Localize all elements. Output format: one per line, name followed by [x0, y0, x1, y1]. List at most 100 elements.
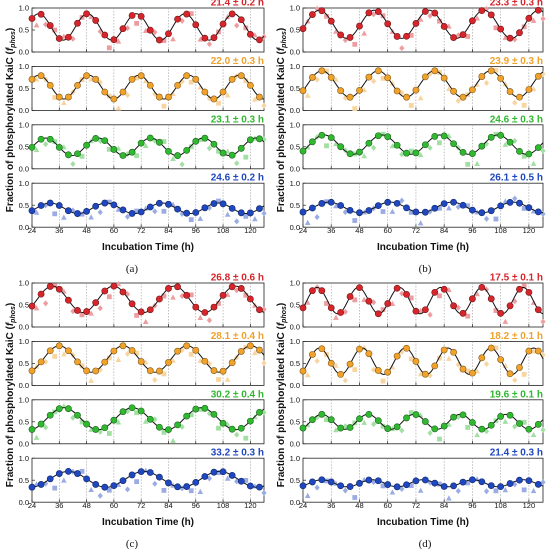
period-label: 24.6 ± 0.3 h — [490, 114, 543, 125]
replicate-point — [352, 297, 358, 303]
mean-point — [237, 424, 245, 432]
x-axis: 24 36 48 60 72 84 96 108 120 — [299, 226, 535, 235]
mean-point — [37, 358, 45, 366]
y-tick-label: 0.5 — [290, 26, 300, 35]
replicate-point — [408, 103, 414, 108]
mean-point — [421, 306, 429, 314]
replicate-point — [324, 199, 329, 205]
y-tick-label: 1.0 — [290, 395, 300, 404]
mean-point — [478, 73, 486, 80]
replicate-point — [380, 209, 386, 214]
replicate-point — [408, 32, 414, 38]
mean-point — [210, 95, 218, 103]
replicate-point — [530, 431, 537, 438]
replicate-point — [502, 141, 509, 147]
mean-point — [64, 207, 72, 215]
replicate-point — [115, 105, 122, 111]
replicate-point — [124, 92, 131, 99]
panel-4: 0.0 0.5 1.0 17.5 ± 0.1 h 0.0 0.5 1.0 18.2 ± 0.1… — [276, 273, 546, 550]
replicate-point — [324, 68, 329, 74]
replicate-point — [224, 376, 231, 382]
x-tick-label: 96 — [192, 501, 200, 510]
replicate-point — [408, 210, 414, 215]
mean-point — [256, 93, 263, 101]
x-tick-label: 36 — [327, 226, 335, 235]
y-tick-label: 0.0 — [290, 106, 300, 115]
replicate-point — [33, 22, 40, 28]
replicate-point — [304, 492, 311, 498]
replicate-point — [97, 492, 103, 499]
replicate-point — [106, 294, 112, 300]
replicate-point — [408, 356, 414, 362]
mean-point — [28, 302, 36, 310]
mean-point — [431, 9, 439, 17]
mean-point — [534, 420, 542, 428]
mean-point — [101, 137, 109, 144]
mean-point — [421, 8, 429, 15]
x-tick-label: 108 — [217, 501, 230, 510]
mean-point — [440, 483, 448, 490]
replicate-point — [161, 293, 167, 299]
mean-point — [119, 408, 127, 416]
mean-point — [37, 290, 45, 298]
replicate-point — [188, 292, 194, 298]
mean-point — [459, 478, 467, 486]
mean-point — [450, 87, 457, 95]
replicate-point — [61, 214, 67, 220]
x-tick-label: 72 — [137, 226, 145, 235]
replicate-point — [342, 423, 348, 430]
mean-point — [119, 477, 127, 485]
mean-point — [337, 424, 345, 432]
mean-point — [412, 477, 420, 485]
mean-point — [46, 347, 54, 355]
mean-point — [299, 424, 307, 432]
replicate-point — [134, 410, 140, 416]
plot-frame — [31, 66, 265, 111]
replicate-point — [540, 15, 546, 22]
mean-point — [119, 206, 127, 214]
x-axis-label: Incubation Time (h) — [102, 242, 194, 253]
mean-point — [403, 414, 410, 422]
replicate-point — [197, 488, 204, 494]
replicate-point — [115, 419, 122, 425]
mean-point — [421, 370, 429, 378]
mean-point — [137, 308, 145, 316]
mean-point — [365, 9, 373, 17]
mean-point — [137, 139, 145, 147]
y-tick-label: 0.5 — [290, 476, 300, 485]
replicate-point — [61, 351, 67, 357]
replicate-point — [61, 403, 67, 409]
mean-point — [327, 478, 335, 486]
mean-point — [450, 302, 457, 310]
mean-point — [506, 198, 514, 206]
period-label: 30.2 ± 0.4 h — [211, 389, 264, 400]
x-axis-label: Incubation Time (h) — [377, 517, 469, 528]
replicate-point — [97, 137, 103, 144]
mean-point — [384, 425, 392, 432]
replicate-point — [52, 27, 58, 33]
mean-point — [201, 309, 209, 316]
plot-frame — [302, 7, 544, 53]
mean-point — [450, 198, 457, 206]
mean-point — [506, 138, 514, 146]
mean-point — [525, 425, 533, 433]
mean-point — [155, 36, 163, 44]
mean-point — [374, 310, 382, 318]
y-tick-label: 0.5 — [290, 417, 300, 426]
mean-point — [64, 33, 72, 41]
mean-point — [487, 133, 495, 141]
mean-point — [384, 20, 392, 28]
mean-point — [256, 408, 263, 416]
replicate-point — [389, 300, 396, 306]
replicate-point — [261, 360, 267, 367]
mean-point — [412, 149, 420, 157]
x-tick-label: 96 — [468, 501, 476, 510]
mean-point — [487, 482, 495, 489]
mean-point — [74, 411, 81, 419]
x-tick-label: 60 — [110, 226, 118, 235]
mean-point — [46, 199, 54, 207]
mean-point — [318, 131, 326, 139]
period-label: 18.2 ± 0.1 h — [490, 331, 543, 342]
mean-point — [83, 475, 90, 483]
mean-point — [346, 93, 354, 101]
